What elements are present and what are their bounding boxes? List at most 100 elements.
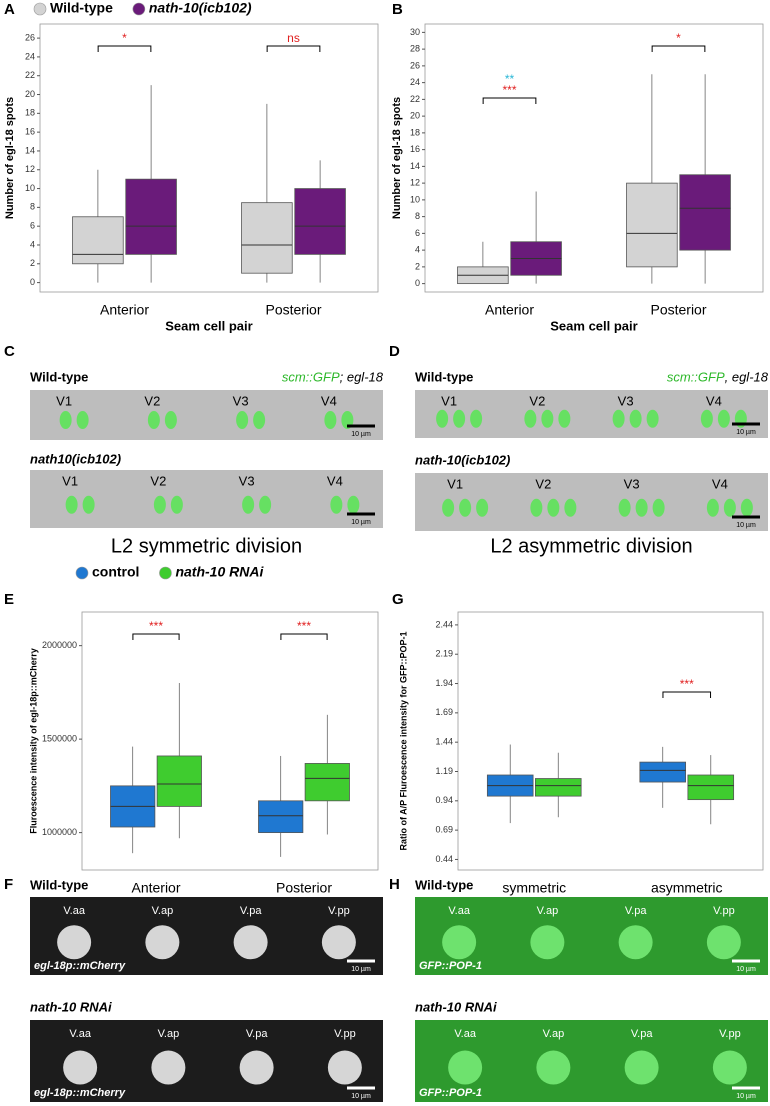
nucleus — [242, 495, 255, 514]
nucleus — [530, 925, 565, 960]
y-tick-label: 1.69 — [435, 707, 453, 717]
cell-label: V2 — [144, 393, 160, 408]
cell-label: V4 — [321, 393, 337, 408]
image-tag: egl-18p::mCherry — [34, 1087, 126, 1099]
significance-bracket — [482, 97, 537, 104]
y-tick-label: 16 — [25, 127, 35, 137]
cell-label: V1 — [56, 393, 72, 408]
nucleus — [453, 409, 466, 428]
x-tick-label: Anterior — [100, 302, 149, 318]
nucleus — [76, 411, 89, 429]
legend-swatch — [132, 2, 146, 16]
significance-bracket — [280, 633, 328, 640]
nucleus — [635, 498, 648, 517]
scale-label: 10 µm — [736, 1093, 756, 1100]
legend-swatch — [159, 566, 172, 580]
y-tick-label: 4 — [30, 239, 35, 249]
image-title: Wild-type — [415, 877, 473, 892]
nucleus — [700, 409, 713, 428]
cell-label: V.pp — [719, 1028, 741, 1040]
nucleus — [629, 409, 642, 428]
marker-label: , egl-18 — [725, 369, 769, 384]
nucleus — [536, 1050, 571, 1085]
legend-label: control — [92, 564, 139, 580]
y-tick-label: 12 — [410, 178, 420, 188]
y-tick-label: 2.19 — [435, 649, 453, 659]
scale-label: 10 µm — [736, 522, 756, 529]
box — [304, 763, 350, 802]
legend-label: nath-10 RNAi — [175, 564, 264, 580]
y-tick-label: 24 — [410, 77, 420, 87]
cell-label: V.pa — [240, 905, 263, 917]
panel-label: E — [4, 591, 14, 608]
nucleus — [442, 498, 455, 517]
nucleus — [712, 1050, 747, 1085]
nucleus — [330, 495, 343, 514]
image-caption: L2 symmetric division — [111, 535, 302, 557]
cell-label: V3 — [618, 393, 634, 408]
plot-frame — [39, 23, 379, 293]
y-tick-label: 6 — [415, 228, 420, 238]
y-tick-label: 0 — [415, 278, 420, 288]
nucleus — [652, 498, 665, 517]
cell-label: V4 — [712, 476, 728, 491]
cell-label: V1 — [447, 476, 463, 491]
y-tick-label: 0.94 — [435, 795, 453, 805]
y-axis-title: Ratio of A/P Fluroescence intensity for … — [398, 631, 408, 850]
y-tick-label: 20 — [410, 111, 420, 121]
cell-label: V.aa — [63, 905, 86, 917]
nucleus — [530, 498, 543, 517]
y-tick-label: 2 — [30, 258, 35, 268]
y-tick-label: 1000000 — [42, 827, 77, 837]
marker-label: ; egl-18 — [340, 369, 384, 384]
y-tick-label: 20 — [25, 89, 35, 99]
nucleus — [57, 925, 92, 960]
marker-label: scm::GFP — [282, 369, 340, 384]
nucleus — [170, 495, 183, 514]
image-title: nath-10 RNAi — [415, 999, 497, 1014]
nucleus — [164, 411, 177, 429]
nucleus — [564, 498, 577, 517]
cell-label: V.ap — [537, 905, 559, 917]
y-tick-label: 1.44 — [435, 737, 453, 747]
nucleus — [612, 409, 625, 428]
scale-label: 10 µm — [351, 966, 371, 973]
nucleus — [239, 1050, 274, 1085]
y-tick-label: 6 — [30, 221, 35, 231]
nucleus — [253, 411, 266, 429]
scale-label: 10 µm — [351, 1093, 371, 1100]
box — [241, 202, 293, 274]
nucleus — [448, 1050, 483, 1085]
nucleus — [470, 409, 483, 428]
y-tick-label: 16 — [410, 144, 420, 154]
box — [72, 216, 124, 265]
significance-bracket — [97, 45, 152, 52]
image-title: nath10(icb102) — [30, 451, 121, 466]
cell-label: V4 — [706, 393, 722, 408]
nucleus — [459, 498, 472, 517]
y-tick-label: 0.44 — [435, 854, 453, 864]
box — [294, 188, 346, 255]
x-axis-title: Seam cell pair — [550, 318, 637, 333]
nucleus — [618, 925, 653, 960]
nucleus — [147, 411, 160, 429]
y-tick-label: 22 — [410, 94, 420, 104]
x-tick-label: asymmetric — [651, 880, 723, 896]
cell-label: V2 — [529, 393, 545, 408]
x-tick-label: Posterior — [265, 302, 321, 318]
panel-label: F — [4, 876, 13, 893]
nucleus — [321, 925, 356, 960]
image-tag: GFP::POP-1 — [419, 960, 482, 972]
cell-label: V.pa — [246, 1028, 269, 1040]
y-tick-label: 1500000 — [42, 734, 77, 744]
legend-swatch — [33, 2, 47, 16]
image-title: nath-10(icb102) — [415, 452, 510, 467]
significance-label: *** — [149, 619, 163, 633]
y-tick-label: 4 — [415, 245, 420, 255]
nucleus — [558, 409, 571, 428]
nucleus — [153, 495, 166, 514]
nucleus — [646, 409, 659, 428]
y-tick-label: 0 — [30, 277, 35, 287]
cell-label: V.aa — [454, 1028, 477, 1040]
cell-label: V3 — [624, 476, 640, 491]
